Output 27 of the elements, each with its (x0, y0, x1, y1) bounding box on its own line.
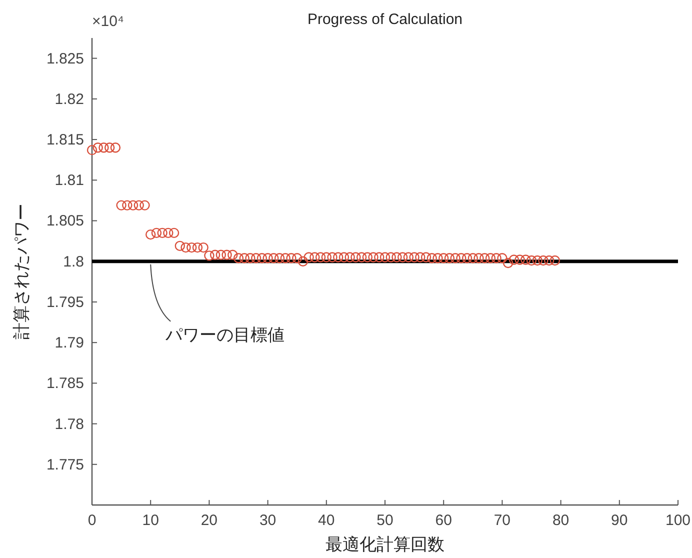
text: ×10⁴ (92, 13, 124, 30)
x-tick-label: 0 (88, 512, 96, 529)
y-tick-label: 1.8 (63, 253, 84, 270)
y-tick-label: 1.795 (46, 294, 84, 311)
y-tick-label: 1.825 (46, 50, 84, 68)
x-tick-label: 40 (318, 512, 335, 529)
y-axis-title: 計算されたパワー (12, 204, 31, 340)
x-tick-label: 30 (259, 512, 276, 529)
y-tick-label: 1.775 (46, 456, 84, 474)
x-tick-label: 50 (376, 512, 394, 529)
chart-title: Progress of Calculation (307, 11, 463, 28)
x-tick-label: 90 (611, 512, 628, 529)
x-tick-label: 10 (142, 512, 159, 529)
y-tick-label: 1.79 (54, 334, 84, 352)
y-tick-label: 1.82 (54, 90, 84, 108)
x-tick-label: 70 (494, 512, 511, 529)
x-tick-label: 80 (552, 512, 570, 529)
y-tick-label: 1.815 (46, 132, 84, 149)
y-tick-label: 1.78 (54, 416, 84, 433)
y-tick-label: 1.81 (54, 172, 84, 190)
x-tick-label: 60 (435, 512, 452, 529)
x-axis-title: 最適化計算回数 (326, 535, 444, 554)
annotation: パワーの目標値 (164, 325, 285, 344)
x-tick-label: 20 (200, 512, 218, 529)
y-tick-label: 1.785 (46, 375, 84, 392)
y-tick-label: 1.805 (46, 212, 84, 230)
x-tick-label: 100 (665, 512, 691, 529)
